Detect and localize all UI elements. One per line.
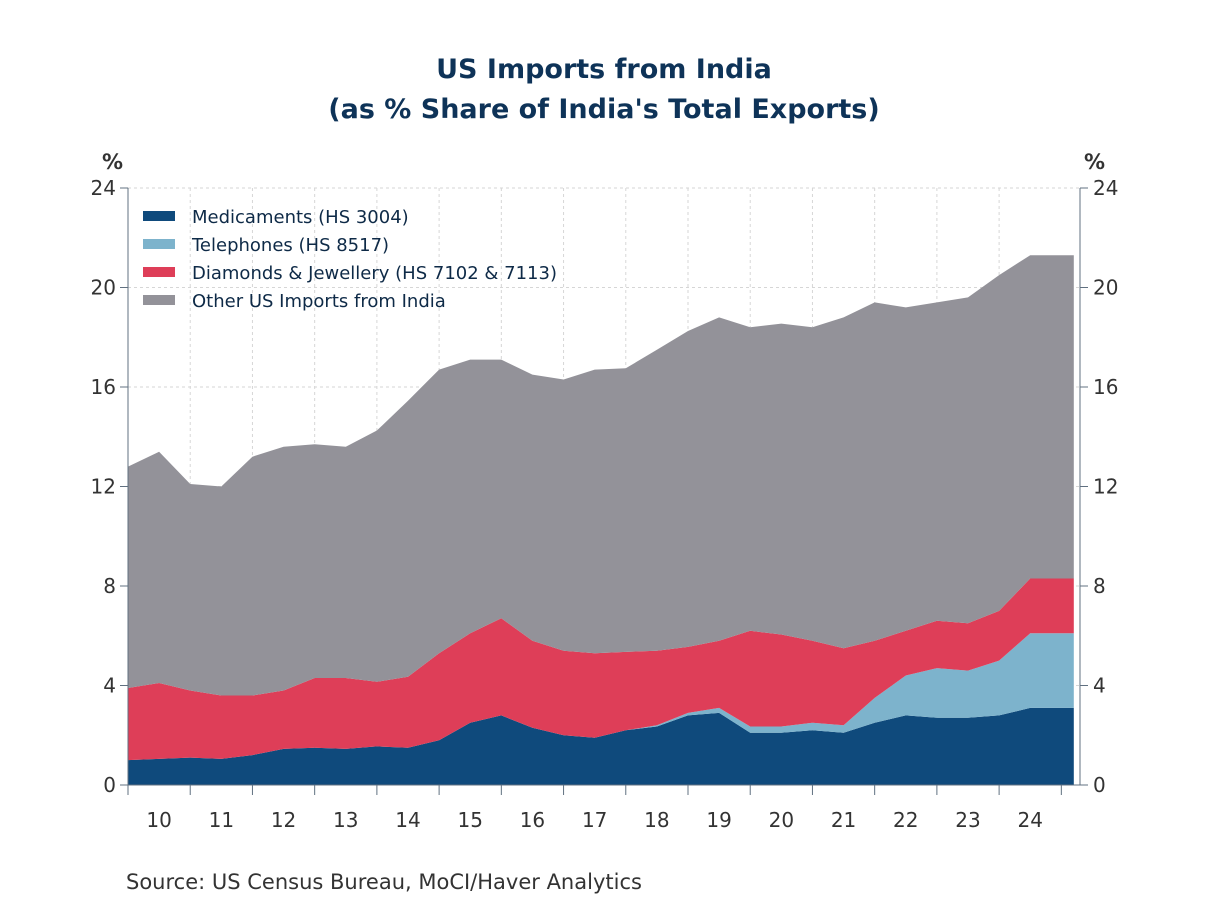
chart-subtitle: (as % Share of India's Total Exports) [328, 94, 880, 125]
y-axis-unit-left: % [102, 150, 124, 174]
x-tick-label: 18 [644, 808, 669, 832]
legend-label: Telephones (HS 8517) [191, 235, 389, 256]
chart-title: US Imports from India [436, 54, 772, 85]
legend-label: Diamonds & Jewellery (HS 7102 & 7113) [192, 263, 557, 284]
x-tick-label: 23 [955, 808, 980, 832]
series-area-0 [128, 707, 1074, 785]
y-tick-label-right: 8 [1093, 574, 1106, 598]
y-tick-label-right: 24 [1093, 176, 1118, 200]
y-tick-label-left: 0 [103, 773, 116, 797]
y-tick-label-left: 12 [91, 475, 116, 499]
legend-swatch [143, 295, 175, 305]
y-tick-label-left: 8 [103, 574, 116, 598]
series-areas [128, 255, 1074, 785]
y-axis-unit-right: % [1084, 150, 1106, 174]
y-tick-label-left: 24 [91, 176, 116, 200]
source-note: Source: US Census Bureau, MoCI/Haver Ana… [126, 870, 642, 894]
x-tick-label: 13 [333, 808, 358, 832]
x-tick-label: 20 [769, 808, 794, 832]
legend: Medicaments (HS 3004) Telephones (HS 8517… [143, 207, 557, 312]
x-tick-label: 16 [520, 808, 545, 832]
series-area-1 [128, 633, 1074, 761]
x-tick-label: 11 [209, 808, 234, 832]
x-tick-label: 17 [582, 808, 607, 832]
y-tick-label-right: 12 [1093, 475, 1118, 499]
x-tick-label: 22 [893, 808, 918, 832]
y-tick-label-left: 16 [91, 375, 116, 399]
legend-swatch [143, 211, 175, 221]
x-tick-label: 14 [395, 808, 420, 832]
y-tick-label-left: 4 [103, 674, 116, 698]
series-area-3 [128, 255, 1074, 696]
y-tick-label-right: 16 [1093, 375, 1118, 399]
legend-label: Medicaments (HS 3004) [192, 207, 409, 228]
series-area-2 [128, 578, 1074, 761]
legend-label: Other US Imports from India [192, 291, 446, 312]
y-tick-label-right: 4 [1093, 674, 1106, 698]
x-tick-label: 24 [1017, 808, 1042, 832]
y-tick-label-right: 0 [1093, 773, 1106, 797]
axes: 0 0 4 4 8 8 12 12 16 16 20 20 24 24 10 11 12 13 14 15 16 17 18… [91, 176, 1119, 832]
legend-swatch [143, 239, 175, 249]
legend-swatch [143, 267, 175, 277]
x-tick-label: 15 [457, 808, 482, 832]
x-tick-label: 10 [146, 808, 171, 832]
y-tick-label-left: 20 [91, 276, 116, 300]
y-tick-label-right: 20 [1093, 276, 1118, 300]
x-tick-label: 19 [706, 808, 731, 832]
x-tick-label: 21 [831, 808, 856, 832]
x-tick-label: 12 [271, 808, 296, 832]
